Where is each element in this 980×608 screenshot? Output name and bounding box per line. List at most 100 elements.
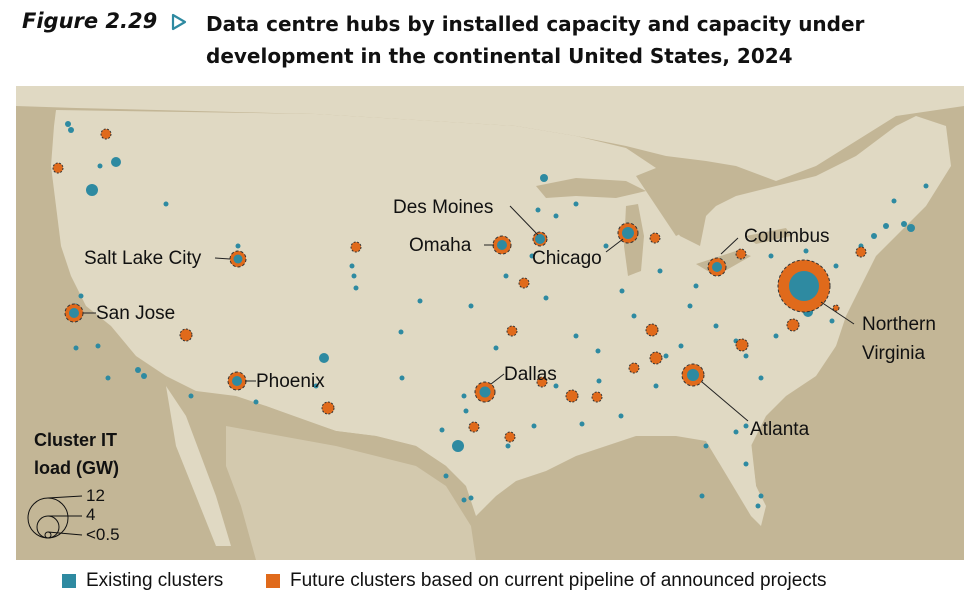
- existing-cluster-dot: [663, 353, 669, 359]
- size-legend: Cluster IT load (GW) 12 4 <0.5: [27, 430, 120, 544]
- us-data-centre-map: Des Moines Omaha Chicago Columbus Salt L…: [16, 86, 964, 560]
- existing-cluster-dot: [417, 298, 423, 304]
- existing-cluster-dot: [73, 345, 79, 351]
- figure-label: Figure 2.29: [22, 9, 158, 33]
- existing-cluster-dot: [891, 198, 897, 204]
- future-cluster-dot: [518, 277, 530, 289]
- legend-existing: Existing clusters: [62, 570, 223, 592]
- atlantic-coast: [766, 236, 964, 560]
- size-legend-value-12: 12: [86, 486, 105, 505]
- existing-cluster-dot: [693, 283, 699, 289]
- future-cluster-dot: [649, 351, 663, 365]
- existing-cluster-dot: [743, 423, 749, 429]
- existing-cluster-dot: [618, 413, 624, 419]
- florida: [706, 441, 766, 526]
- city-label-phoenix: Phoenix: [256, 371, 325, 392]
- existing-cluster-dot: [803, 248, 809, 254]
- future-cluster-dot: [735, 338, 749, 352]
- play-arrow-icon: [171, 13, 187, 31]
- hub-northern-virginia: [777, 259, 831, 313]
- existing-cluster-dot: [743, 461, 749, 467]
- existing-cluster-dot: [573, 201, 579, 207]
- existing-cluster-dot: [97, 163, 103, 169]
- size-legend-title-line-1: Cluster IT: [34, 430, 117, 450]
- existing-swatch: [62, 574, 76, 588]
- existing-cluster-dot: [553, 213, 559, 219]
- future-cluster-dot: [52, 162, 64, 174]
- city-label-chicago: Chicago: [532, 248, 602, 269]
- existing-cluster-dot: [468, 495, 474, 501]
- existing-cluster-dot: [653, 383, 659, 389]
- existing-cluster-dot: [461, 497, 467, 503]
- existing-cluster-dot: [573, 333, 579, 339]
- existing-cluster-dot: [313, 383, 319, 389]
- figure-title: Data centre hubs by installed capacity a…: [206, 8, 946, 72]
- future-cluster-dot: [591, 391, 603, 403]
- existing-cluster-dot: [619, 288, 625, 294]
- existing-cluster-dot: [463, 408, 469, 414]
- hub-phoenix: [227, 371, 247, 391]
- existing-cluster-dot: [923, 183, 929, 189]
- future-cluster-dot: [536, 376, 548, 388]
- existing-cluster-dot: [743, 353, 749, 359]
- existing-cluster-dot: [678, 343, 684, 349]
- future-cluster-dot: [506, 325, 518, 337]
- future-cluster-dot: [350, 241, 362, 253]
- existing-cluster-dot: [319, 353, 329, 363]
- existing-cluster-dot: [452, 440, 464, 452]
- existing-cluster-dot: [703, 443, 709, 449]
- existing-cluster-dot: [141, 373, 147, 379]
- hub-clusters: [64, 222, 831, 403]
- existing-cluster-dot: [773, 333, 779, 339]
- existing-cluster-dot: [595, 348, 601, 354]
- lake-huron: [656, 194, 706, 246]
- existing-cluster-dot: [631, 313, 637, 319]
- hub-columbus: [707, 257, 727, 277]
- existing-cluster-dot: [461, 393, 467, 399]
- existing-cluster-dot: [493, 345, 499, 351]
- legend-existing-label: Existing clusters: [86, 570, 224, 591]
- size-legend-title-line-2: load (GW): [34, 458, 119, 478]
- existing-cluster-dot: [443, 473, 449, 479]
- existing-cluster-dot: [758, 375, 764, 381]
- future-cluster-dot: [179, 328, 193, 342]
- future-cluster-dot: [468, 421, 480, 433]
- existing-cluster-dot: [699, 493, 705, 499]
- existing-cluster-dot: [657, 268, 663, 274]
- existing-cluster-dot: [829, 318, 835, 324]
- existing-cluster-dot: [543, 295, 549, 301]
- existing-cluster-dot: [351, 273, 357, 279]
- hub-atlanta: [681, 363, 705, 387]
- baja-peninsula: [166, 386, 231, 546]
- hub-omaha: [492, 235, 512, 255]
- existing-cluster-dot: [95, 343, 101, 349]
- leader-lines: [83, 205, 855, 422]
- existing-cluster-dot: [553, 383, 559, 389]
- existing-cluster-dot: [883, 223, 889, 229]
- city-label-san-jose: San Jose: [96, 303, 175, 324]
- existing-cluster-dot: [349, 263, 355, 269]
- future-cluster-dot: [786, 318, 800, 332]
- existing-cluster-dot: [758, 493, 764, 499]
- existing-cluster-dot: [399, 375, 405, 381]
- city-label-columbus: Columbus: [744, 226, 830, 247]
- existing-cluster-dot: [65, 121, 71, 127]
- existing-cluster-dot: [535, 207, 541, 213]
- existing-cluster-dot: [687, 303, 693, 309]
- future-cluster-dot: [565, 389, 579, 403]
- city-label-salt-lake-city: Salt Lake City: [84, 248, 202, 269]
- hub-san-jose: [64, 303, 84, 323]
- city-label-dallas: Dallas: [504, 364, 557, 385]
- future-cluster-dots: [52, 128, 867, 443]
- figure-title-line-2: development in the continental United St…: [206, 44, 793, 68]
- existing-cluster-dot: [439, 427, 445, 433]
- existing-cluster-dot: [579, 421, 585, 427]
- lake-ontario: [746, 228, 791, 244]
- size-legend-value-0-5: <0.5: [86, 525, 120, 544]
- future-cluster-dot: [649, 232, 661, 244]
- future-cluster-dot: [645, 323, 659, 337]
- future-cluster-dot: [628, 362, 640, 374]
- existing-cluster-dot: [755, 503, 761, 509]
- hub-salt-lake-city: [229, 250, 247, 268]
- figure-title-line-1: Data centre hubs by installed capacity a…: [206, 12, 865, 36]
